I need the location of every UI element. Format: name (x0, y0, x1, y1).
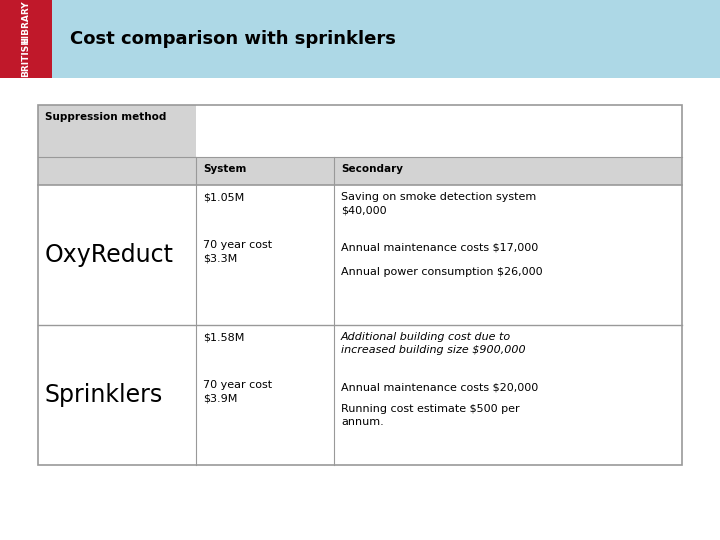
Text: Cost comparison with sprinklers: Cost comparison with sprinklers (70, 30, 396, 48)
Text: OxyReduct: OxyReduct (45, 243, 174, 267)
Bar (0, 0, 52, 78)
Text: Sprinklers: Sprinklers (45, 383, 163, 407)
Text: 70 year cost
$3.9M: 70 year cost $3.9M (203, 380, 272, 403)
Text: System: System (203, 164, 246, 174)
Text: Running cost estimate $500 per
annum.: Running cost estimate $500 per annum. (341, 404, 520, 427)
Bar (38, 185, 682, 325)
Bar (38, 325, 682, 465)
Text: LIBRARY: LIBRARY (22, 1, 30, 43)
Bar (38, 105, 682, 465)
Text: Additional building cost due to
increased building size $900,000: Additional building cost due to increase… (341, 332, 526, 355)
Bar (0, 0, 720, 78)
Text: Saving on smoke detection system
$40,000: Saving on smoke detection system $40,000 (341, 192, 536, 215)
Text: BRITISH: BRITISH (22, 36, 30, 77)
Text: Secondary: Secondary (341, 164, 403, 174)
Text: Annual maintenance costs $17,000: Annual maintenance costs $17,000 (341, 242, 539, 252)
Text: $1.05M: $1.05M (203, 192, 244, 202)
Text: Annual power consumption $26,000: Annual power consumption $26,000 (341, 267, 543, 277)
Text: $1.58M: $1.58M (203, 332, 244, 342)
Text: Suppression method: Suppression method (45, 112, 166, 122)
Bar (38, 105, 682, 185)
Bar (196, 105, 682, 157)
Text: 70 year cost
$3.3M: 70 year cost $3.3M (203, 240, 272, 263)
Text: Annual maintenance costs $20,000: Annual maintenance costs $20,000 (341, 382, 539, 392)
